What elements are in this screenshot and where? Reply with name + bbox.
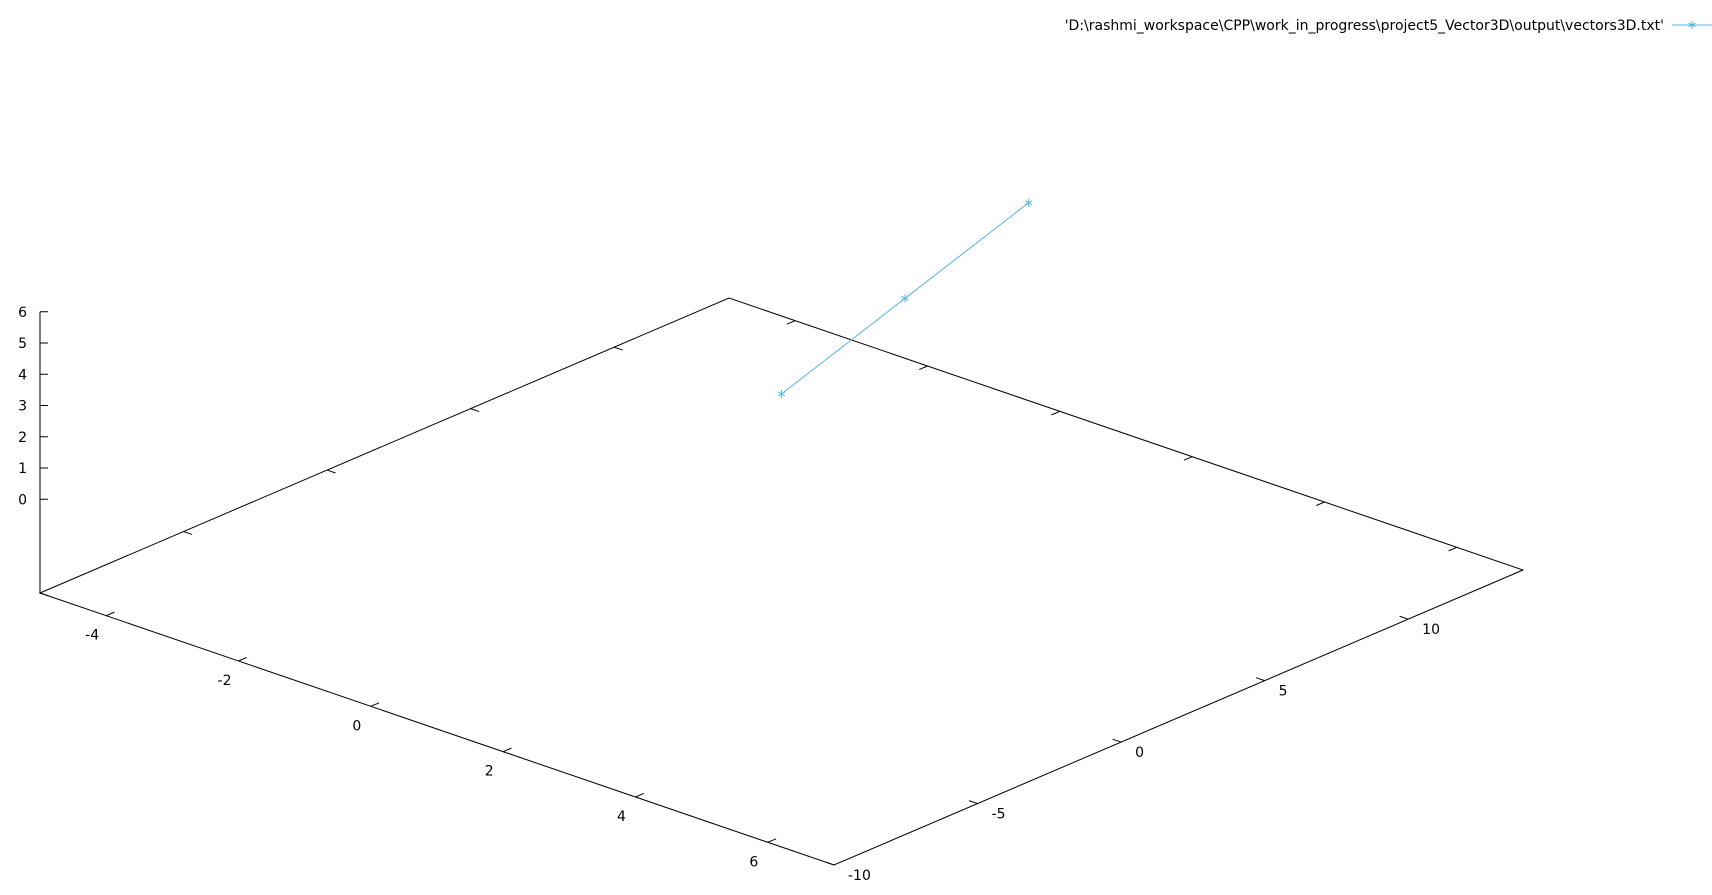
z-tick-label: 6	[18, 305, 27, 321]
y-tick-label: 0	[1135, 745, 1144, 761]
y-tick-mark-far	[326, 469, 336, 474]
z-tick-label: 0	[18, 492, 27, 508]
x-tick-mark-far	[919, 365, 928, 371]
y-tick-label: 10	[1422, 622, 1440, 638]
x-tick-label: -4	[85, 628, 99, 644]
z-tick-label: 2	[18, 430, 27, 446]
x-tick-mark-far	[1051, 410, 1061, 416]
x-tick-mark	[238, 656, 247, 662]
x-tick-label: 4	[617, 809, 626, 825]
x-tick-mark	[370, 702, 380, 707]
y-tick-mark-far	[614, 346, 623, 351]
y-tick-mark	[1112, 738, 1122, 743]
x-tick-mark	[767, 838, 777, 843]
tick-labels: -4 -2 0 2 4 6 -10 -5 0 5 10 0 1 2 3 4 5 6	[18, 305, 1440, 884]
x-tick-label: -2	[218, 673, 232, 689]
x-tick-mark	[502, 747, 512, 753]
x-tick-mark-far	[1183, 456, 1193, 461]
x-tick-label: 2	[485, 764, 494, 780]
legend: 'D:\rashmi_workspace\CPP\work_in_progres…	[1065, 18, 1712, 34]
y-tick-mark-far	[183, 531, 193, 535]
y-tick-mark-far	[39, 592, 49, 597]
x-tick-label: 6	[749, 854, 758, 870]
x-tick-mark-far	[1448, 546, 1458, 552]
y-tick-mark	[825, 861, 835, 866]
z-tick-label: 4	[18, 367, 27, 383]
y-tick-mark	[1399, 615, 1409, 620]
legend-label: 'D:\rashmi_workspace\CPP\work_in_progres…	[1065, 18, 1664, 34]
x-tick-mark-far	[1316, 501, 1325, 507]
data-point	[901, 294, 909, 303]
z-tick-label: 5	[18, 336, 27, 352]
y-tick-mark	[968, 800, 978, 805]
y-tick-label: -5	[992, 807, 1006, 823]
x-tick-mark-far	[786, 320, 796, 325]
y-tick-mark-far	[470, 408, 480, 413]
data-point	[777, 390, 786, 398]
x-tick-mark	[105, 611, 115, 617]
x-tick-mark	[635, 792, 644, 798]
data-point	[1024, 198, 1033, 207]
y-tick-label: 5	[1279, 684, 1288, 700]
tick-marks	[39, 311, 1458, 866]
z-tick-label: 3	[18, 399, 27, 415]
legend-marker	[1688, 21, 1696, 29]
base-plane-outline	[38, 297, 1525, 866]
z-tick-label: 1	[18, 461, 27, 477]
y-tick-label: -10	[848, 868, 871, 884]
x-tick-label: 0	[352, 718, 361, 734]
base-plane	[38, 297, 1525, 866]
data-series	[777, 198, 1033, 398]
y-tick-mark	[1255, 677, 1265, 682]
